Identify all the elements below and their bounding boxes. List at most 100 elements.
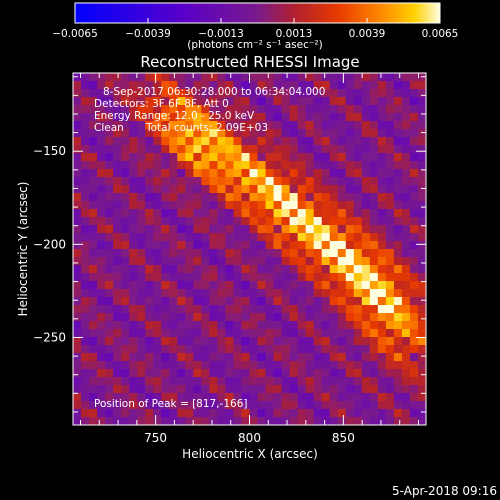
heatmap-cell (233, 121, 242, 130)
heatmap-cell (321, 417, 331, 425)
heatmap-cell (169, 249, 178, 258)
heatmap-cell (161, 105, 170, 114)
heatmap-cell (369, 89, 379, 98)
heatmap-cell (137, 217, 146, 226)
heatmap-cell (401, 353, 411, 362)
heatmap-cell (329, 249, 339, 258)
heatmap-cell (289, 73, 299, 82)
heatmap-cell (73, 241, 82, 250)
heatmap-cell (185, 89, 194, 98)
heatmap-cell (169, 201, 178, 210)
heatmap-cell (153, 393, 162, 402)
heatmap-cell (345, 417, 355, 425)
heatmap-cell (153, 249, 162, 258)
heatmap-cell (297, 73, 307, 82)
heatmap-cell (409, 273, 419, 282)
heatmap-cell (377, 409, 387, 418)
heatmap-cell (417, 353, 426, 362)
heatmap-cell (297, 97, 307, 106)
heatmap-cell (369, 145, 379, 154)
heatmap-cell (169, 393, 178, 402)
heatmap-cell (217, 377, 226, 386)
colorbar-gradient (74, 2, 441, 24)
heatmap-cell (353, 241, 363, 250)
heatmap-cell (209, 321, 218, 330)
heatmap-cell (257, 121, 266, 130)
heatmap-cell (401, 201, 411, 210)
heatmap-cell (161, 89, 170, 98)
heatmap-cell (217, 257, 226, 266)
heatmap-cell (209, 105, 218, 114)
heatmap-cell (345, 377, 355, 386)
y-axis-label: Heliocentric Y (arcsec) (16, 182, 30, 317)
heatmap-cell (369, 81, 379, 90)
heatmap-cell (113, 273, 122, 282)
heatmap-cell (289, 161, 299, 170)
heatmap-cell (129, 105, 138, 114)
heatmap-cell (289, 361, 299, 370)
heatmap-cell (353, 137, 363, 146)
heatmap-cell (345, 305, 355, 314)
heatmap-cell (185, 193, 194, 202)
heatmap-cell (169, 417, 178, 425)
heatmap-cell (113, 177, 122, 186)
heatmap-cell (113, 153, 122, 162)
heatmap-cell (113, 417, 122, 425)
heatmap-cell (217, 81, 226, 90)
heatmap-cell (289, 169, 299, 178)
heatmap-cell (313, 305, 323, 314)
heatmap-cell (385, 217, 395, 226)
heatmap-cell (281, 121, 291, 130)
heatmap-cell (257, 337, 266, 346)
heatmap-cell (313, 201, 323, 210)
heatmap-cell (97, 409, 106, 418)
heatmap-cell (281, 153, 291, 162)
heatmap-cell (289, 265, 299, 274)
heatmap-cell (185, 121, 194, 130)
heatmap-cell (121, 273, 130, 282)
heatmap-cell (305, 225, 315, 234)
heatmap-cell (241, 89, 250, 98)
heatmap-cell (97, 401, 106, 410)
heatmap-cell (217, 193, 226, 202)
heatmap-cell (129, 257, 138, 266)
heatmap-cell (409, 97, 419, 106)
heatmap-cell (377, 385, 387, 394)
heatmap-cell (225, 233, 234, 242)
footer-timestamp: 5-Apr-2018 09:16 (392, 484, 497, 498)
heatmap-cell (161, 153, 170, 162)
heatmap-cell (409, 361, 419, 370)
heatmap-cell (145, 161, 154, 170)
heatmap-cell (265, 129, 274, 138)
heatmap-cell (345, 289, 355, 298)
heatmap-cell (225, 73, 234, 82)
heatmap-cell (177, 313, 186, 322)
heatmap-cell (313, 377, 323, 386)
heatmap-cell (321, 97, 331, 106)
heatmap-cell (81, 297, 90, 306)
heatmap-cell (297, 353, 307, 362)
heatmap-cell (249, 385, 258, 394)
heatmap-cell (209, 361, 218, 370)
heatmap-cell (417, 329, 426, 338)
heatmap-cell (73, 169, 82, 178)
heatmap-cell (289, 121, 299, 130)
heatmap-cell (161, 145, 170, 154)
heatmap-cell (297, 305, 307, 314)
heatmap-cell (321, 401, 331, 410)
heatmap-cell (225, 161, 234, 170)
heatmap-cell (401, 273, 411, 282)
heatmap-cell (129, 209, 138, 218)
heatmap-cell (353, 273, 363, 282)
heatmap-cell (73, 329, 82, 338)
heatmap-cell (89, 177, 98, 186)
heatmap-cell (289, 369, 299, 378)
heatmap-cell (417, 113, 426, 122)
heatmap-cell (193, 153, 202, 162)
heatmap-cell (153, 137, 162, 146)
heatmap-cell (361, 89, 371, 98)
heatmap-cell (297, 169, 307, 178)
heatmap-cell (337, 321, 347, 330)
heatmap-cell (233, 241, 242, 250)
heatmap-cell (225, 121, 234, 130)
